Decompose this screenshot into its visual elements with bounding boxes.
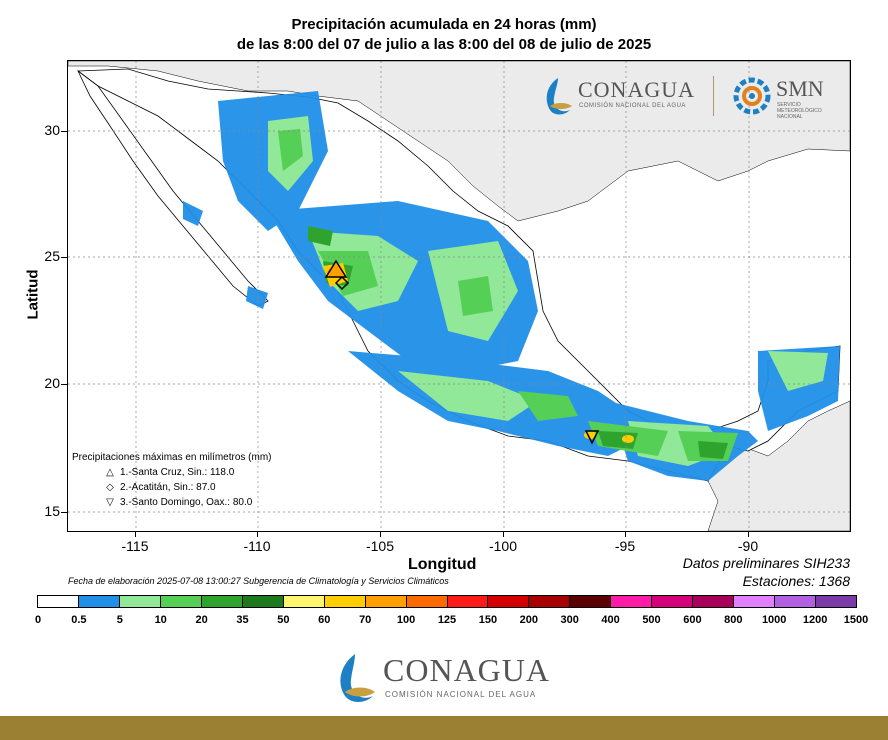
colorbar-segment <box>488 596 530 607</box>
conagua-bottom-text: CONAGUA <box>383 652 550 688</box>
max-markers <box>324 259 600 445</box>
x-tick: -90 <box>737 538 759 554</box>
data-source-note: Datos preliminares SIH233 Estaciones: 13… <box>683 554 850 590</box>
y-tickmark <box>61 384 67 385</box>
colorbar-label: 500 <box>642 614 661 626</box>
colorbar-segment <box>242 596 284 607</box>
marker-santo-domingo <box>584 430 600 445</box>
marker-santa-cruz <box>324 259 348 278</box>
x-tickmark <box>380 531 381 537</box>
y-tick: 20 <box>44 375 60 391</box>
colorbar-label: 0.5 <box>71 614 87 626</box>
header-logos: CONAGUA COMISIÓN NACIONAL DEL AGUA SMN S… <box>540 72 840 122</box>
colorbar-segment <box>119 596 161 607</box>
x-axis-label: Longitud <box>408 556 477 573</box>
map-canvas <box>68 61 850 531</box>
smn-logo-text: SMN <box>776 76 824 101</box>
colorbar-label: 800 <box>724 614 743 626</box>
creation-date-note: Fecha de elaboración 2025-07-08 13:00:27… <box>68 576 449 586</box>
datos-line1: Datos preliminares SIH233 <box>682 555 850 571</box>
colorbar-segment <box>775 596 817 607</box>
colorbar-label: 60 <box>318 614 331 626</box>
y-tick: 30 <box>44 122 60 138</box>
y-tickmark <box>61 131 67 132</box>
colorbar-label: 1000 <box>761 614 787 626</box>
colorbar-segment <box>447 596 489 607</box>
x-tick: -115 <box>121 538 149 554</box>
conagua-logo-sub: COMISIÓN NACIONAL DEL AGUA <box>579 103 686 109</box>
colorbar-label: 1200 <box>802 614 828 626</box>
colorbar-label: 0 <box>34 614 42 626</box>
colorbar <box>37 595 857 608</box>
colorbar-segment <box>201 596 243 607</box>
colorbar-segment <box>324 596 366 607</box>
y-tick: 25 <box>44 248 60 264</box>
colorbar-segment <box>365 596 407 607</box>
central-america-region <box>707 400 850 531</box>
colorbar-segment <box>693 596 735 607</box>
colorbar-label: 20 <box>195 614 208 626</box>
logos-top <box>608 131 850 183</box>
colorbar-label: 400 <box>601 614 620 626</box>
y-tick: 15 <box>44 503 60 519</box>
footer-bar <box>0 716 888 740</box>
map-title: Precipitación acumulada en 24 horas (mm) <box>291 16 597 33</box>
gridlines <box>68 61 850 531</box>
conagua-bottom-sub: COMISIÓN NACIONAL DEL AGUA <box>385 690 537 699</box>
conagua-logo-text: CONAGUA <box>578 77 695 102</box>
x-tick: -100 <box>488 538 518 554</box>
legend-title: Precipitaciones máximas en milímetros (m… <box>72 452 272 463</box>
x-tickmark <box>503 531 504 537</box>
x-tick: -110 <box>243 538 271 554</box>
colorbar-label: 5 <box>116 614 123 626</box>
usa-region <box>68 61 850 222</box>
legend-item: ▽ 3.-Santo Domingo, Oax.: 80.0 <box>106 497 253 508</box>
colorbar-label: 50 <box>277 614 290 626</box>
y-tickmark <box>61 512 67 513</box>
colorbar-segment <box>529 596 571 607</box>
colorbar-segment <box>734 596 776 607</box>
colorbar-segment <box>283 596 325 607</box>
x-tickmark <box>748 531 749 537</box>
smn-logo-sub: SERVICIO METEOROLÓGICO NACIONAL <box>777 102 822 120</box>
x-tick: -105 <box>365 538 395 554</box>
colorbar-label: 125 <box>437 614 457 626</box>
colorbar-label: 1500 <box>843 614 869 626</box>
colorbar-segment <box>611 596 653 607</box>
conagua-logo-icon <box>546 78 572 115</box>
x-tickmark <box>257 531 258 537</box>
colorbar-label: 70 <box>359 614 372 626</box>
smn-logo-icon <box>733 77 771 115</box>
colorbar-segment <box>160 596 202 607</box>
precipitation-map <box>67 60 851 532</box>
datos-line2: Estaciones: 1368 <box>742 573 850 589</box>
colorbar-segment <box>38 596 79 607</box>
x-tick: -95 <box>614 538 636 554</box>
colorbar-segment <box>570 596 612 607</box>
colorbar-label: 200 <box>519 614 538 626</box>
x-tickmark <box>135 531 136 537</box>
colorbar-segment <box>652 596 694 607</box>
legend-item: ◇ 2.-Acatitán, Sin.: 87.0 <box>106 482 216 493</box>
y-axis-label: Latitud <box>24 269 42 320</box>
colorbar-segment <box>406 596 448 607</box>
max-precip-legend: Precipitaciones máximas en milímetros (m… <box>72 450 272 510</box>
y-tickmark <box>61 257 67 258</box>
x-tickmark <box>625 531 626 537</box>
map-subtitle: de las 8:00 del 07 de julio a las 8:00 d… <box>236 36 652 53</box>
colorbar-label: 10 <box>154 614 167 626</box>
colorbar-segment <box>78 596 120 607</box>
conagua-bottom-icon <box>340 654 375 702</box>
colorbar-label: 300 <box>560 614 579 626</box>
conagua-logo-bottom: CONAGUA COMISIÓN NACIONAL DEL AGUA <box>333 650 563 710</box>
colorbar-label: 100 <box>396 614 416 626</box>
logo-divider <box>713 76 714 116</box>
colorbar-label: 35 <box>236 614 249 626</box>
colorbar-label: 150 <box>478 614 498 626</box>
legend-item: △ 1.-Santa Cruz, Sin.: 118.0 <box>106 467 235 478</box>
colorbar-label: 600 <box>683 614 702 626</box>
marker-acatitan <box>334 275 350 291</box>
colorbar-segment <box>816 596 857 607</box>
